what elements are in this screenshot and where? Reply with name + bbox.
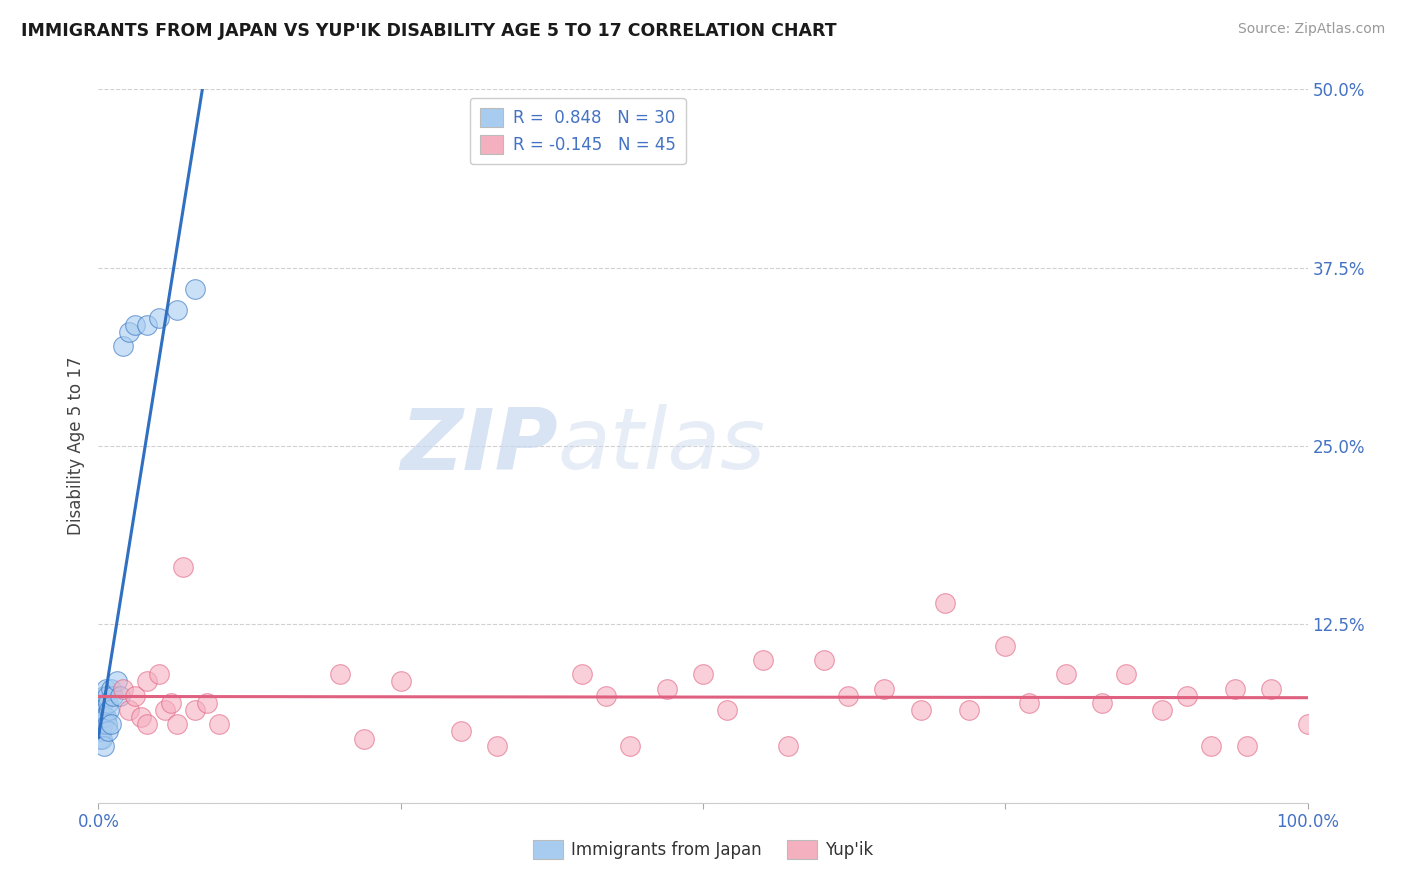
Point <box>752 653 775 667</box>
Point <box>1152 703 1174 717</box>
Point <box>91 696 114 710</box>
Point <box>94 710 117 724</box>
Point <box>450 724 472 739</box>
Point <box>1175 689 1198 703</box>
Point <box>124 318 146 332</box>
Point <box>195 696 218 710</box>
Point <box>353 731 375 746</box>
Point <box>1054 667 1077 681</box>
Point <box>837 689 859 703</box>
Point <box>655 681 678 696</box>
Point <box>100 717 122 731</box>
Point <box>1236 739 1258 753</box>
Point <box>1296 717 1319 731</box>
Point <box>100 681 122 696</box>
Point <box>129 710 152 724</box>
Point <box>91 710 114 724</box>
Point <box>692 667 714 681</box>
Point <box>97 696 120 710</box>
Point <box>94 681 117 696</box>
Point <box>172 560 194 574</box>
Legend: Immigrants from Japan, Yup'ik: Immigrants from Japan, Yup'ik <box>526 833 880 866</box>
Point <box>108 689 131 703</box>
Point <box>93 739 115 753</box>
Point <box>166 717 188 731</box>
Point <box>813 653 835 667</box>
Point <box>595 689 617 703</box>
Point <box>1199 739 1222 753</box>
Point <box>118 703 141 717</box>
Point <box>910 703 932 717</box>
Point <box>91 717 114 731</box>
Point <box>1115 667 1137 681</box>
Point <box>101 689 124 703</box>
Point <box>90 703 112 717</box>
Point <box>105 674 128 689</box>
Point <box>148 310 170 325</box>
Point <box>208 717 231 731</box>
Point <box>111 681 134 696</box>
Point <box>118 325 141 339</box>
Point <box>184 703 207 717</box>
Point <box>619 739 641 753</box>
Point <box>1223 681 1246 696</box>
Point <box>93 710 115 724</box>
Y-axis label: Disability Age 5 to 17: Disability Age 5 to 17 <box>67 357 86 535</box>
Point <box>148 667 170 681</box>
Point <box>89 731 111 746</box>
Point <box>97 724 120 739</box>
Point <box>571 667 593 681</box>
Text: Source: ZipAtlas.com: Source: ZipAtlas.com <box>1237 22 1385 37</box>
Point <box>957 703 980 717</box>
Point <box>124 689 146 703</box>
Point <box>934 596 956 610</box>
Point <box>716 703 738 717</box>
Point <box>160 696 183 710</box>
Text: IMMIGRANTS FROM JAPAN VS YUP'IK DISABILITY AGE 5 TO 17 CORRELATION CHART: IMMIGRANTS FROM JAPAN VS YUP'IK DISABILI… <box>21 22 837 40</box>
Text: atlas: atlas <box>558 404 766 488</box>
Point <box>1018 696 1040 710</box>
Point <box>1260 681 1282 696</box>
Point <box>90 724 112 739</box>
Point <box>166 303 188 318</box>
Point <box>1091 696 1114 710</box>
Point <box>389 674 412 689</box>
Point <box>776 739 799 753</box>
Point <box>135 318 157 332</box>
Point <box>89 717 111 731</box>
Point <box>98 703 121 717</box>
Point <box>135 717 157 731</box>
Point <box>153 703 176 717</box>
Point <box>96 689 118 703</box>
Point <box>486 739 509 753</box>
Point <box>91 731 114 746</box>
Point <box>96 717 118 731</box>
Point <box>111 339 134 353</box>
Point <box>184 282 207 296</box>
Point <box>93 689 115 703</box>
Point <box>329 667 352 681</box>
Point <box>873 681 896 696</box>
Point <box>135 674 157 689</box>
Point <box>994 639 1017 653</box>
Text: ZIP: ZIP <box>401 404 558 488</box>
